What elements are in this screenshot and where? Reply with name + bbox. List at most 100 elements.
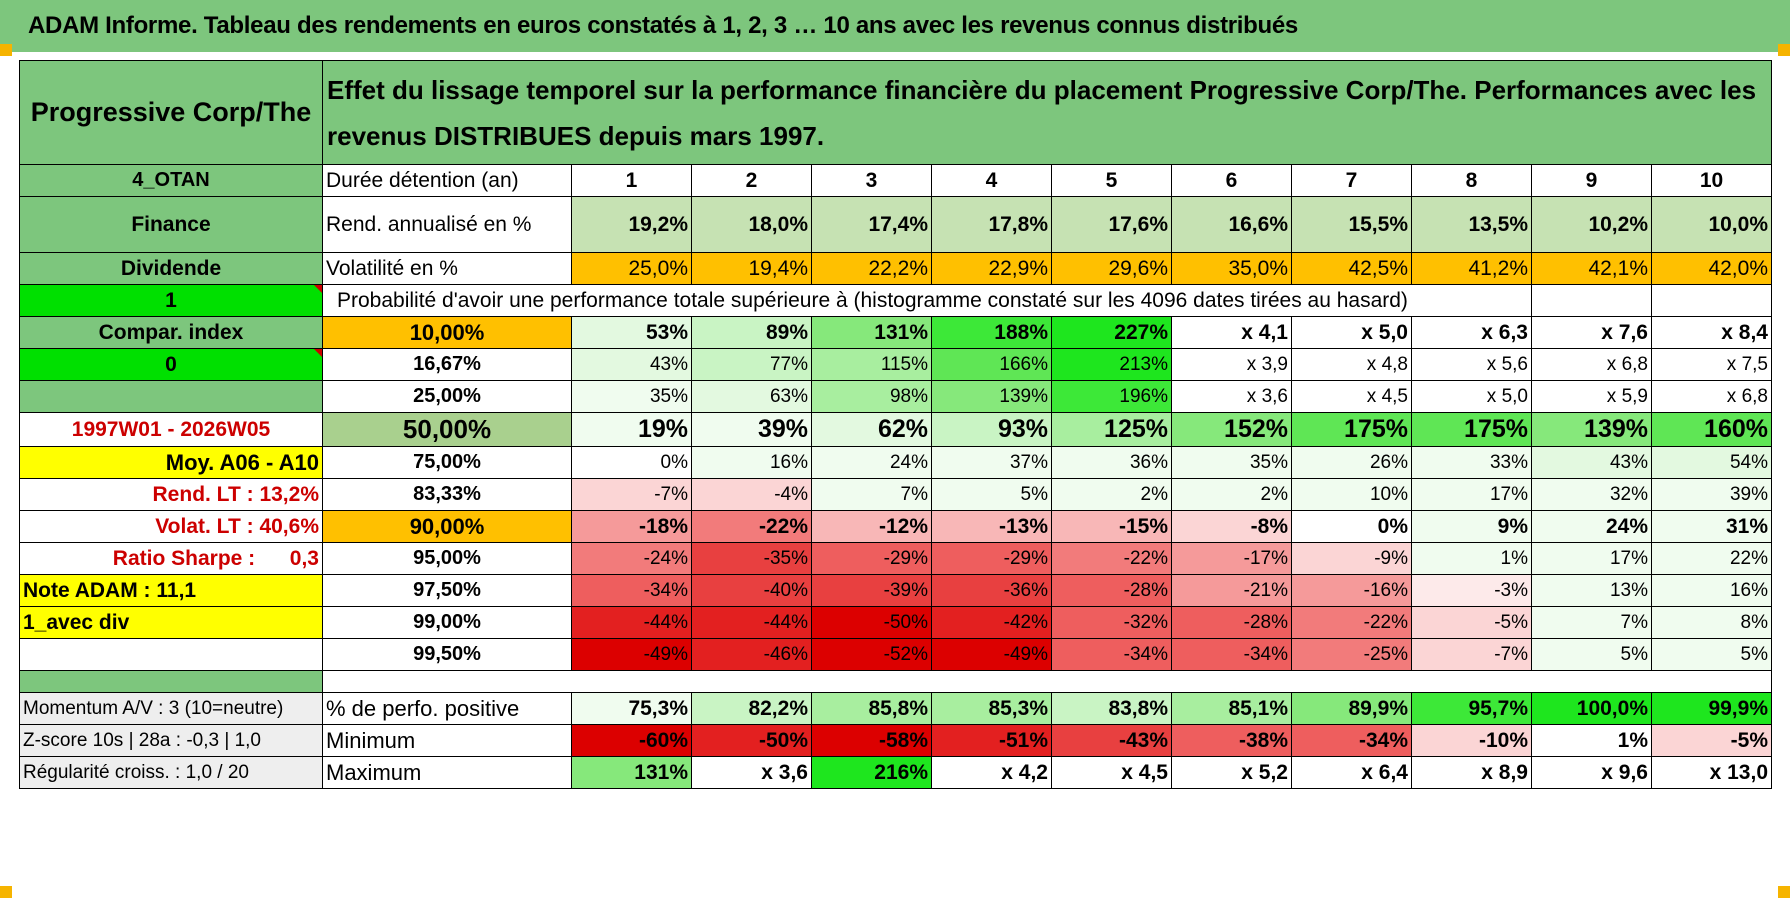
probability-cell: 32% (1531, 478, 1652, 511)
threshold-cell: 99,00% (322, 606, 572, 639)
probability-cell: -12% (811, 510, 932, 543)
threshold-cell: 99,50% (322, 638, 572, 671)
summary-cell: -10% (1411, 724, 1532, 757)
probability-cell: 196% (1051, 380, 1172, 413)
probability-cell: -22% (691, 510, 812, 543)
probability-row: 1997W01 - 2026W05 50,00% 19% 39% 62% 93% 125% 1… (19, 412, 1772, 447)
probability-cell: 7% (1531, 606, 1652, 639)
annual-return-cell: 18,0% (691, 196, 812, 253)
summary-cell: -50% (691, 724, 812, 757)
volatility-cell: 35,0% (1171, 252, 1292, 285)
summary-cell: x 4,2 (931, 756, 1052, 789)
probability-cell: x 5,9 (1531, 380, 1652, 413)
summary-cell: -5% (1651, 724, 1772, 757)
side-metric-label: Volat. LT : (155, 514, 254, 538)
summary-cell: x 13,0 (1651, 756, 1772, 789)
probability-cell: 16% (691, 446, 812, 479)
probability-cell: x 4,1 (1171, 316, 1292, 349)
probability-cell: x 5,0 (1411, 380, 1532, 413)
probability-cell: 160% (1651, 412, 1772, 447)
probability-cell: -3% (1411, 574, 1532, 607)
probability-row: 25,00% 35% 63% 98% 139% 196% x 3,6 x 4,5 x 5,0 x … (19, 380, 1772, 413)
probability-cell: -22% (1051, 542, 1172, 575)
probability-cell: x 7,5 (1651, 348, 1772, 381)
year-cell: 5 (1051, 164, 1172, 197)
probability-cell: 13% (1531, 574, 1652, 607)
probability-cell: -36% (931, 574, 1052, 607)
probability-cell: 33% (1411, 446, 1532, 479)
side-label: Z-score 10s | 28a : -0,3 | 1,0 (19, 724, 323, 757)
probability-cell: -18% (571, 510, 692, 543)
probability-row: Compar. index 10,00% 53% 89% 131% 188% 227% x 4… (19, 316, 1772, 349)
side-label: Rend. LT : 13,2% (19, 478, 323, 511)
threshold-cell: 50,00% (322, 412, 572, 447)
probability-cell: -39% (811, 574, 932, 607)
corner-marker (1778, 886, 1790, 898)
probability-header-row: 1 Probabilité d'avoir une performance tot… (19, 284, 1772, 317)
annual-return-cell: 15,5% (1291, 196, 1412, 253)
threshold-cell: 90,00% (322, 510, 572, 543)
side-metric-label: Ratio Sharpe : (112, 546, 256, 570)
side-label: Dividende (19, 252, 323, 285)
summary-cell: 85,3% (931, 692, 1052, 725)
corner-marker (1778, 44, 1790, 56)
summary-row: Régularité croiss. : 1,0 / 20 Maximum 131%… (19, 756, 1772, 789)
threshold-cell: 75,00% (322, 446, 572, 479)
probability-cell: 62% (811, 412, 932, 447)
probability-cell: 10% (1291, 478, 1412, 511)
annual-return-cell: 10,2% (1531, 196, 1652, 253)
probability-cell: x 3,6 (1171, 380, 1292, 413)
summary-cell: 75,3% (571, 692, 692, 725)
spacer-cell (19, 670, 323, 693)
probability-cell: 63% (691, 380, 812, 413)
probability-cell: -49% (571, 638, 692, 671)
side-label: 0 (19, 348, 323, 381)
side-label: 1997W01 - 2026W05 (19, 412, 323, 447)
probability-cell: -34% (1051, 638, 1172, 671)
probability-cell: 227% (1051, 316, 1172, 349)
probability-row: 99,50% -49% -46% -52% -49% -34% -34% -25% -7% 5% 5… (19, 638, 1772, 671)
probability-cell: 0% (1291, 510, 1412, 543)
side-label: Ratio Sharpe : 0,3 (19, 542, 323, 575)
summary-cell: -43% (1051, 724, 1172, 757)
probability-cell: 35% (1171, 446, 1292, 479)
header-row: Progressive Corp/The Effet du lissage tem… (19, 60, 1772, 165)
probability-cell: x 5,0 (1291, 316, 1412, 349)
probability-cell: -29% (811, 542, 932, 575)
fund-name-cell: Progressive Corp/The (19, 60, 323, 165)
summary-cell: 83,8% (1051, 692, 1172, 725)
probability-cell: 35% (571, 380, 692, 413)
probability-cell: x 6,8 (1531, 348, 1652, 381)
spacer-row (19, 670, 1772, 693)
probability-cell: -42% (931, 606, 1052, 639)
probability-cell: 22% (1651, 542, 1772, 575)
probability-cell: 175% (1411, 412, 1532, 447)
side-label: Compar. index (19, 316, 323, 349)
probability-cell: 2% (1171, 478, 1292, 511)
year-cell: 9 (1531, 164, 1652, 197)
probability-cell: 31% (1651, 510, 1772, 543)
summary-cell: x 6,4 (1291, 756, 1412, 789)
probability-cell: 139% (931, 380, 1052, 413)
threshold-cell: 97,50% (322, 574, 572, 607)
year-cell: 3 (811, 164, 932, 197)
probability-cell: -52% (811, 638, 932, 671)
summary-cell: 85,8% (811, 692, 932, 725)
probability-cell: 24% (1531, 510, 1652, 543)
summary-cell: x 5,2 (1171, 756, 1292, 789)
volatility-cell: 29,6% (1051, 252, 1172, 285)
side-metric-value: 13,2% (259, 482, 319, 506)
side-metric-value: 40,6% (259, 514, 319, 538)
probability-cell: -8% (1171, 510, 1292, 543)
side-label: 1_avec div (19, 606, 323, 639)
summary-cell: 216% (811, 756, 932, 789)
probability-cell: 2% (1051, 478, 1172, 511)
year-cell: 10 (1651, 164, 1772, 197)
probability-cell: 89% (691, 316, 812, 349)
row-label: % de perfo. positive (322, 692, 572, 725)
probability-cell: 5% (1651, 638, 1772, 671)
probability-cell: 1% (1411, 542, 1532, 575)
probability-cell: 125% (1051, 412, 1172, 447)
probability-cell: 36% (1051, 446, 1172, 479)
side-label: 4_OTAN (19, 164, 323, 197)
